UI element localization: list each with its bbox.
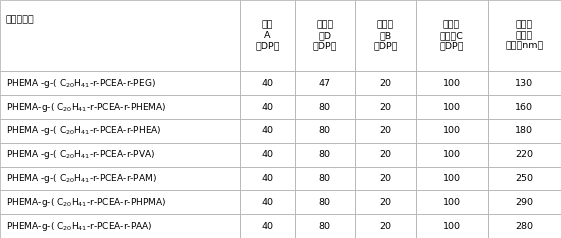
- Bar: [0, 71, 240, 95]
- Text: 100: 100: [443, 103, 461, 112]
- Bar: [240, 143, 295, 167]
- Bar: [0, 143, 240, 167]
- Bar: [355, 95, 416, 119]
- Text: 100: 100: [443, 174, 461, 183]
- Text: 47: 47: [319, 79, 331, 88]
- Bar: [295, 119, 355, 143]
- Text: 80: 80: [319, 198, 331, 207]
- Text: 100: 100: [443, 79, 461, 88]
- Bar: [416, 143, 488, 167]
- Bar: [488, 71, 561, 95]
- Text: PHEMA-g-( C$_{20}$H$_{41}$-r-PCEA-r-PHEMA): PHEMA-g-( C$_{20}$H$_{41}$-r-PCEA-r-PHEM…: [6, 101, 166, 114]
- Text: 80: 80: [319, 126, 331, 135]
- Text: 40: 40: [261, 126, 273, 135]
- Bar: [416, 95, 488, 119]
- Bar: [355, 214, 416, 238]
- Text: 纳米石
蜡胶囊
粒径（nm）: 纳米石 蜡胶囊 粒径（nm）: [505, 21, 544, 51]
- Text: 40: 40: [261, 174, 273, 183]
- Bar: [240, 167, 295, 190]
- Text: PHEMA -g-( C$_{20}$H$_{41}$-r-PCEA-r-PAM): PHEMA -g-( C$_{20}$H$_{41}$-r-PCEA-r-PAM…: [6, 172, 157, 185]
- Text: PHEMA -g-( C$_{20}$H$_{41}$-r-PCEA-r-PEG): PHEMA -g-( C$_{20}$H$_{41}$-r-PCEA-r-PEG…: [6, 77, 155, 90]
- Bar: [488, 95, 561, 119]
- Text: 20: 20: [379, 222, 392, 231]
- Text: 160: 160: [515, 103, 534, 112]
- Text: 250: 250: [515, 174, 534, 183]
- Text: 100: 100: [443, 198, 461, 207]
- Bar: [240, 95, 295, 119]
- Bar: [0, 214, 240, 238]
- Text: 100: 100: [443, 126, 461, 135]
- Bar: [416, 167, 488, 190]
- Text: PHEMA-g-( C$_{20}$H$_{41}$-r-PCEA-r-PAA): PHEMA-g-( C$_{20}$H$_{41}$-r-PCEA-r-PAA): [6, 220, 152, 233]
- Text: 20: 20: [379, 79, 392, 88]
- Text: 40: 40: [261, 79, 273, 88]
- Bar: [0, 119, 240, 143]
- Bar: [355, 119, 416, 143]
- Text: 20: 20: [379, 103, 392, 112]
- Bar: [295, 0, 355, 71]
- Bar: [416, 0, 488, 71]
- Text: 280: 280: [515, 222, 534, 231]
- Text: 100: 100: [443, 150, 461, 159]
- Bar: [355, 71, 416, 95]
- Text: PHEMA -g-( C$_{20}$H$_{41}$-r-PCEA-r-PHEA): PHEMA -g-( C$_{20}$H$_{41}$-r-PCEA-r-PHE…: [6, 124, 162, 137]
- Bar: [240, 190, 295, 214]
- Bar: [295, 167, 355, 190]
- Bar: [488, 143, 561, 167]
- Text: 分子刷结构: 分子刷结构: [6, 15, 34, 25]
- Bar: [416, 71, 488, 95]
- Bar: [416, 214, 488, 238]
- Text: 80: 80: [319, 174, 331, 183]
- Text: 20: 20: [379, 126, 392, 135]
- Text: 交联结
构侧链C
（DP）: 交联结 构侧链C （DP）: [439, 21, 464, 51]
- Text: 100: 100: [443, 222, 461, 231]
- Text: PHEMA-g-( C$_{20}$H$_{41}$-r-PCEA-r-PHPMA): PHEMA-g-( C$_{20}$H$_{41}$-r-PCEA-r-PHPM…: [6, 196, 166, 209]
- Text: 80: 80: [319, 222, 331, 231]
- Bar: [240, 214, 295, 238]
- Bar: [295, 71, 355, 95]
- Text: 20: 20: [379, 150, 392, 159]
- Bar: [488, 214, 561, 238]
- Bar: [488, 0, 561, 71]
- Bar: [416, 119, 488, 143]
- Bar: [416, 190, 488, 214]
- Text: 180: 180: [515, 126, 534, 135]
- Bar: [240, 0, 295, 71]
- Bar: [488, 190, 561, 214]
- Bar: [0, 167, 240, 190]
- Bar: [355, 143, 416, 167]
- Text: 主链
A
（DP）: 主链 A （DP）: [255, 21, 279, 51]
- Text: 40: 40: [261, 103, 273, 112]
- Text: 130: 130: [515, 79, 534, 88]
- Text: 80: 80: [319, 150, 331, 159]
- Bar: [240, 71, 295, 95]
- Bar: [0, 95, 240, 119]
- Bar: [355, 167, 416, 190]
- Text: 40: 40: [261, 198, 273, 207]
- Bar: [488, 167, 561, 190]
- Bar: [488, 119, 561, 143]
- Bar: [295, 143, 355, 167]
- Text: 40: 40: [261, 150, 273, 159]
- Bar: [0, 190, 240, 214]
- Text: 80: 80: [319, 103, 331, 112]
- Text: 290: 290: [515, 198, 534, 207]
- Text: PHEMA -g-( C$_{20}$H$_{41}$-r-PCEA-r-PVA): PHEMA -g-( C$_{20}$H$_{41}$-r-PCEA-r-PVA…: [6, 148, 155, 161]
- Text: 亲水侧
链D
（DP）: 亲水侧 链D （DP）: [312, 21, 337, 51]
- Text: 20: 20: [379, 174, 392, 183]
- Bar: [295, 190, 355, 214]
- Bar: [295, 214, 355, 238]
- Bar: [355, 190, 416, 214]
- Text: 220: 220: [515, 150, 534, 159]
- Bar: [295, 95, 355, 119]
- Text: 20: 20: [379, 198, 392, 207]
- Bar: [240, 119, 295, 143]
- Bar: [0, 0, 240, 71]
- Text: 亲油侧
链B
（DP）: 亲油侧 链B （DP）: [373, 21, 398, 51]
- Text: 40: 40: [261, 222, 273, 231]
- Bar: [355, 0, 416, 71]
